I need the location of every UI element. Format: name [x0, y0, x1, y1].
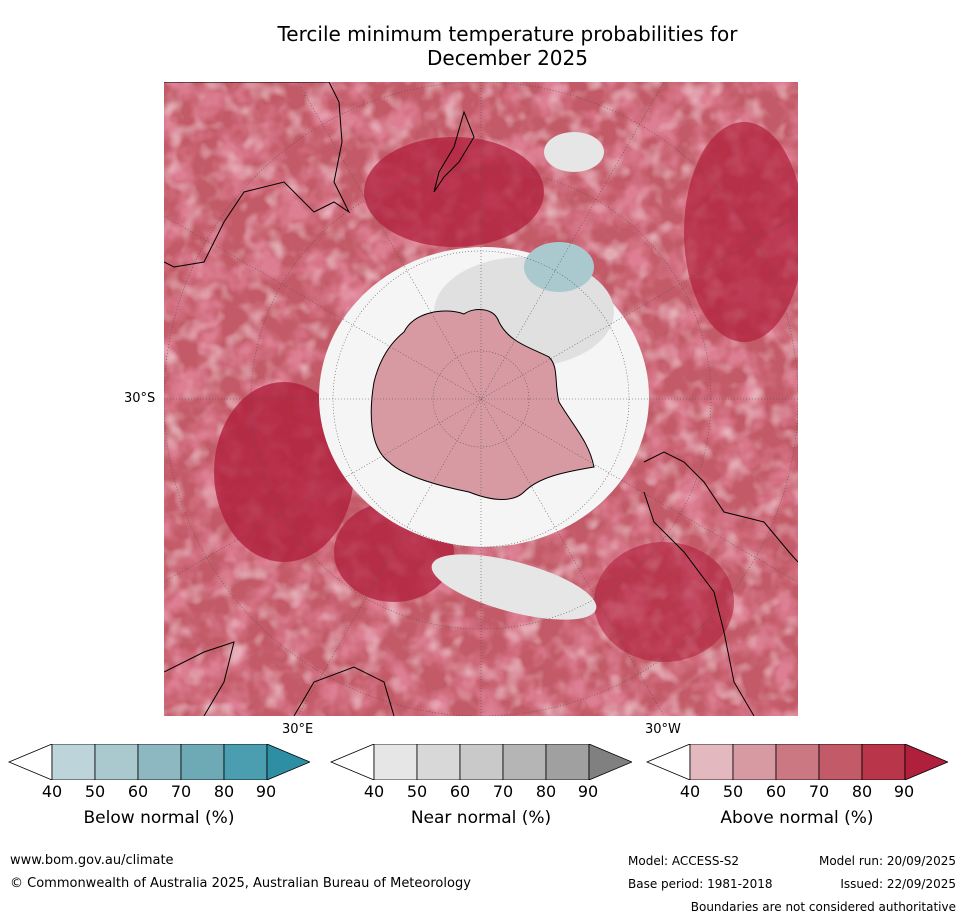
colorbar-swatch	[861, 744, 906, 780]
title-line-2: December 2025	[427, 46, 588, 70]
colorbar-arrow-low	[646, 744, 691, 780]
colorbar-arrow-high	[266, 744, 310, 780]
colorbar-arrow-low	[330, 744, 375, 780]
colorbar-swatch	[373, 744, 418, 780]
tick: 60	[449, 782, 471, 801]
near-normal-tail	[431, 554, 597, 620]
colorbar-swatch	[689, 744, 734, 780]
tick: 50	[406, 782, 428, 801]
colorbar-swatch	[818, 744, 863, 780]
footer-website: www.bom.gov.au/climate	[10, 853, 174, 868]
colorbar-near-normal	[330, 744, 632, 780]
tick: 40	[41, 782, 63, 801]
footer-base-period: Base period: 1981-2018	[628, 877, 773, 891]
antarctica-continent	[370, 309, 595, 500]
tick: 90	[893, 782, 915, 801]
tick: 60	[127, 782, 149, 801]
label-near-normal: Near normal (%)	[410, 808, 552, 828]
footer-issued: Issued: 22/09/2025	[840, 877, 956, 891]
title-line-1: Tercile minimum temperature probabilitie…	[277, 22, 738, 46]
colorbar-swatch	[545, 744, 590, 780]
below-normal-patch	[524, 242, 594, 292]
colorbar-swatch	[416, 744, 461, 780]
colorbar-below-swatches	[8, 744, 310, 780]
footer-model-run: Model run: 20/09/2025	[818, 854, 956, 868]
label-below-normal: Below normal (%)	[83, 808, 235, 828]
map-canvas	[163, 81, 804, 717]
tick: 70	[492, 782, 514, 801]
footer-disclaimer: Boundaries are not considered authoritat…	[690, 900, 956, 914]
tick: 80	[535, 782, 557, 801]
tick: 70	[808, 782, 830, 801]
colorbar-above-swatches	[646, 744, 948, 780]
colorbar-above-normal	[646, 744, 948, 780]
tick: 90	[255, 782, 277, 801]
coastlines	[163, 81, 799, 717]
tick: 50	[722, 782, 744, 801]
colorbar-swatch	[459, 744, 504, 780]
label-above-normal: Above normal (%)	[720, 808, 874, 828]
region-dark-4	[684, 122, 804, 342]
tick: 70	[170, 782, 192, 801]
colorbar-swatch	[502, 744, 547, 780]
polar-map	[163, 81, 804, 717]
lon-label-30e: 30°E	[282, 722, 314, 737]
tick: 40	[679, 782, 701, 801]
lon-label-30w: 30°W	[645, 722, 681, 737]
colorbar-swatch	[51, 744, 96, 780]
region-dark-3	[364, 137, 544, 247]
chart-title: Tercile minimum temperature probabilitie…	[160, 22, 855, 70]
near-normal-patch-top	[544, 132, 604, 172]
tick: 50	[84, 782, 106, 801]
colorbar-arrow-high	[588, 744, 632, 780]
colorbar-swatch	[775, 744, 820, 780]
tick: 40	[363, 782, 385, 801]
tick: 60	[765, 782, 787, 801]
colorbar-swatch	[180, 744, 225, 780]
colorbar-near-swatches	[330, 744, 632, 780]
footer-model: Model: ACCESS-S2	[628, 854, 740, 868]
tick: 80	[851, 782, 873, 801]
colorbar-swatch	[732, 744, 777, 780]
footer-copyright: © Commonwealth of Australia 2025, Austra…	[10, 876, 471, 891]
tick: 90	[577, 782, 599, 801]
colorbar-swatch	[223, 744, 268, 780]
region-dark-1	[214, 382, 354, 562]
colorbar-arrow-high	[904, 744, 948, 780]
region-dark-5	[594, 542, 734, 662]
colorbar-swatch	[94, 744, 139, 780]
lat-label-30s: 30°S	[124, 391, 156, 406]
colorbar-below-normal	[8, 744, 310, 780]
colorbar-swatch	[137, 744, 182, 780]
tick: 80	[213, 782, 235, 801]
colorbar-arrow-low	[8, 744, 53, 780]
